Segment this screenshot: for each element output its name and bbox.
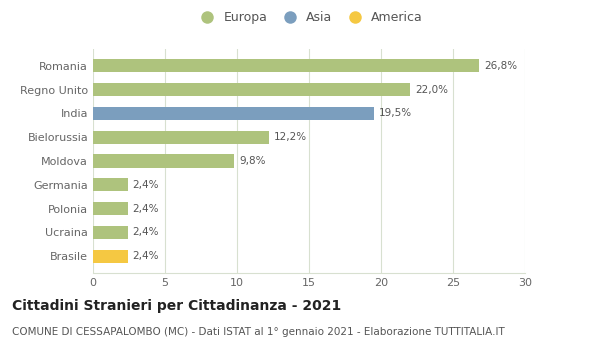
Bar (93, 250, 128, 263)
Text: 2,4%: 2,4% (133, 180, 159, 190)
Text: 2,4%: 2,4% (133, 251, 159, 261)
Bar (93, 202, 128, 215)
Text: 2,4%: 2,4% (133, 204, 159, 214)
Bar (93, 131, 269, 144)
Text: Cittadini Stranieri per Cittadinanza - 2021: Cittadini Stranieri per Cittadinanza - 2… (12, 299, 341, 313)
Bar (93, 226, 128, 239)
Text: 26,8%: 26,8% (484, 61, 517, 71)
Text: COMUNE DI CESSAPALOMBO (MC) - Dati ISTAT al 1° gennaio 2021 - Elaborazione TUTTI: COMUNE DI CESSAPALOMBO (MC) - Dati ISTAT… (12, 327, 505, 337)
Text: 22,0%: 22,0% (415, 85, 448, 95)
Text: 19,5%: 19,5% (379, 108, 412, 118)
Legend: Europa, Asia, America: Europa, Asia, America (190, 6, 428, 29)
Bar (93, 154, 234, 168)
Bar (93, 59, 479, 72)
Bar (93, 178, 128, 191)
Bar (93, 83, 410, 96)
Text: 12,2%: 12,2% (274, 132, 307, 142)
Text: 9,8%: 9,8% (239, 156, 266, 166)
Bar (93, 107, 374, 120)
Text: 2,4%: 2,4% (133, 228, 159, 237)
